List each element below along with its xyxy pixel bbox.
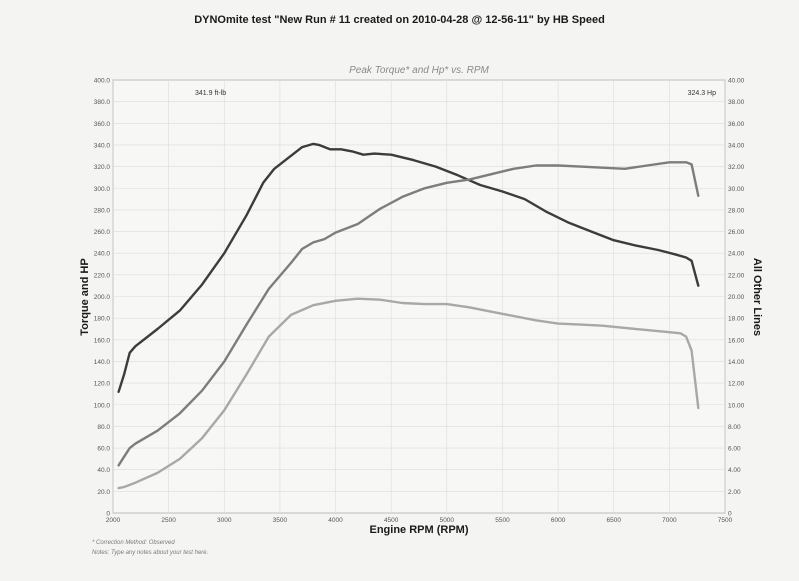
- y-tick-label: 300.0: [94, 186, 111, 193]
- x-tick-label: 3000: [217, 517, 232, 524]
- x-tick-label: 6000: [551, 517, 566, 524]
- y2-tick-label: 10.00: [728, 402, 745, 409]
- y-tick-label: 380.0: [94, 99, 111, 106]
- gridlines: [112, 79, 726, 514]
- series-lines: [117, 142, 700, 490]
- y-tick-label: 340.0: [94, 142, 111, 149]
- y2-tick-label: 30.00: [728, 186, 745, 193]
- y2-tick-label: 16.00: [728, 337, 745, 344]
- peak-torque-label: 341.9 ft-lb: [195, 90, 226, 97]
- y2-tick-label: 14.00: [728, 359, 745, 366]
- y2-tick-label: 40.00: [728, 78, 745, 85]
- y-tick-label: 20.0: [97, 489, 110, 496]
- y-tick-label: 60.0: [97, 446, 110, 453]
- notes-text: Notes: Type any notes about your test he…: [92, 550, 209, 556]
- y2-tick-label: 26.00: [728, 229, 745, 236]
- y-tick-label: 80.0: [97, 424, 110, 431]
- chart-subtitle: Peak Torque* and Hp* vs. RPM: [349, 65, 489, 76]
- y-tick-label: 40.0: [97, 467, 110, 474]
- y-tick-label: 220.0: [94, 272, 111, 279]
- y-tick-label: 140.0: [94, 359, 111, 366]
- x-tick-label: 6500: [606, 517, 621, 524]
- y2-tick-label: 20.00: [728, 294, 745, 301]
- y2-tick-label: 6.00: [728, 446, 741, 453]
- x-tick-label: 3500: [273, 517, 288, 524]
- y-axis-label: Torque and HP: [79, 258, 91, 335]
- y2-tick-label: 28.00: [728, 207, 745, 214]
- y-tick-label: 200.0: [94, 294, 111, 301]
- y-tick-label: 320.0: [94, 164, 111, 171]
- y2-tick-label: 36.00: [728, 121, 745, 128]
- y-tick-label: 280.0: [94, 207, 111, 214]
- x-tick-label: 7500: [718, 517, 733, 524]
- peak-hp-label: 324.3 Hp: [688, 90, 717, 97]
- series-other-line: [117, 297, 700, 490]
- y2-tick-label: 2.00: [728, 489, 741, 496]
- y-tick-label: 260.0: [94, 229, 111, 236]
- report-title: DYNOmite test "New Run # 11 created on 2…: [194, 14, 605, 26]
- x-tick-label: 2500: [161, 517, 176, 524]
- y2-tick-label: 24.00: [728, 251, 745, 258]
- y-tick-label: 360.0: [94, 121, 111, 128]
- x-tick-label: 7000: [662, 517, 677, 524]
- series-torque-line: [117, 142, 700, 393]
- y2-tick-label: 32.00: [728, 164, 745, 171]
- axis-ticks: 0 0 20.0 2.00 40.0 4.00 60.0 6.00 80.0 8.00 100.0 1…: [94, 78, 745, 525]
- x-axis-label: Engine RPM (RPM): [370, 524, 469, 536]
- series-horsepower-line: [117, 161, 700, 467]
- y-tick-label: 0: [106, 511, 110, 518]
- y2-axis-label: All Other Lines: [751, 258, 763, 336]
- y2-tick-label: 8.00: [728, 424, 741, 431]
- x-tick-label: 5000: [440, 517, 455, 524]
- y-tick-label: 180.0: [94, 316, 111, 323]
- x-tick-label: 4500: [384, 517, 399, 524]
- y-tick-label: 400.0: [94, 78, 111, 85]
- y2-tick-label: 18.00: [728, 316, 745, 323]
- correction-note: * Correction Method: Observed: [92, 540, 175, 546]
- y2-tick-label: 38.00: [728, 99, 745, 106]
- x-tick-label: 2000: [106, 517, 121, 524]
- x-tick-label: 5500: [495, 517, 510, 524]
- y2-tick-label: 0: [728, 511, 732, 518]
- y2-tick-label: 12.00: [728, 381, 745, 388]
- y2-tick-label: 22.00: [728, 272, 745, 279]
- y2-tick-label: 4.00: [728, 467, 741, 474]
- y2-tick-label: 34.00: [728, 142, 745, 149]
- y-tick-label: 160.0: [94, 337, 111, 344]
- x-tick-label: 4000: [328, 517, 343, 524]
- y-tick-label: 240.0: [94, 251, 111, 258]
- y-tick-label: 100.0: [94, 402, 111, 409]
- y-tick-label: 120.0: [94, 381, 111, 388]
